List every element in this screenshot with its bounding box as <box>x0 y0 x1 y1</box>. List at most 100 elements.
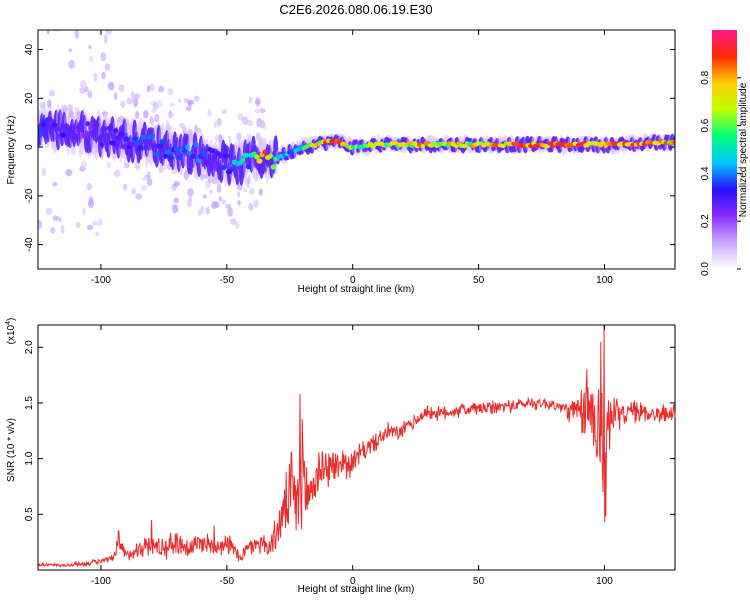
spectrogram-noise-cell <box>229 218 237 226</box>
spectrogram-noise-cell <box>257 138 263 146</box>
colorbar: 0.0 0.2 0.4 0.6 0.8 Normalized spectral ampl… <box>700 30 749 276</box>
spectrogram-noise-cell <box>123 162 130 168</box>
spectrogram-peak-cell <box>143 145 149 151</box>
spectrogram-peak-cell <box>212 163 218 169</box>
spectrogram-noise-cell <box>131 188 137 195</box>
spectrogram-noise-cell <box>218 196 222 202</box>
spectrogram-noise-cell <box>68 59 75 69</box>
spectrogram-noise-cell <box>82 207 86 215</box>
spectrogram-peak-cell <box>85 121 91 127</box>
spectrogram-peak-cell <box>95 136 103 142</box>
spectrogram-peak-cell <box>165 149 171 155</box>
spectrogram-noise-cell <box>61 104 68 114</box>
spectrogram-noise-cell <box>100 51 107 62</box>
spectrogram-noise-cell <box>79 79 87 88</box>
spectrogram-noise-cell <box>97 217 103 225</box>
spectrogram-peak-cell <box>262 149 268 155</box>
spectrogram-x-tick-label: 100 <box>596 275 613 286</box>
spectrogram-noise-cell <box>104 63 111 71</box>
spectrogram-noise-cell <box>41 167 47 177</box>
spectrogram-noise-cell <box>200 205 204 215</box>
spectrogram-noise-cell <box>154 113 160 123</box>
spectrogram-peak-cell <box>123 136 130 142</box>
spectrogram-noise-cell <box>248 96 252 104</box>
spectrogram-noise-cell <box>100 16 107 25</box>
spectrogram-noise-cell <box>88 55 94 62</box>
spectrogram-peak-cell <box>76 127 83 133</box>
spectrogram-y-tick-label: 20 <box>24 92 35 104</box>
spectrogram-peak-cell <box>153 151 161 157</box>
spectrogram-peak-cell <box>222 153 230 159</box>
spectrogram-noise-cell <box>167 88 174 95</box>
spectrogram-y-label: Frequency (Hz) <box>6 116 17 185</box>
spectrogram-peak-cell <box>106 125 114 131</box>
spectrogram-peak-cell <box>240 157 246 163</box>
spectrogram-noise-cell <box>183 170 190 181</box>
spectrogram-noise-cell <box>221 198 226 205</box>
spectrogram-peak-cell <box>109 140 116 146</box>
spectrogram-noise-cell <box>172 204 178 214</box>
spectrogram-noise-cell <box>158 164 164 174</box>
spectrogram-x-tick-label: 0 <box>350 275 356 286</box>
spectrogram-peak-cell <box>185 144 190 150</box>
spectrogram-peak-cell <box>93 122 100 128</box>
spectrogram-peak-cell <box>113 128 119 134</box>
spectrogram-peak-cell <box>420 143 426 149</box>
spectrogram-peak-cell <box>242 152 250 158</box>
spectrogram-noise-cell <box>38 220 43 230</box>
spectrogram-band-cell <box>476 143 482 153</box>
spectrogram-noise-cell <box>88 45 92 50</box>
spectrogram-peak-cell <box>156 143 164 149</box>
spectrogram-noise-cell <box>158 85 164 93</box>
spectrogram-noise-cell <box>209 189 214 195</box>
colorbar-tick-label: 0.4 <box>700 166 711 180</box>
spectrogram-peak-cell <box>148 133 155 140</box>
spectrogram-peak-cell <box>209 148 216 154</box>
spectrogram-noise-cell <box>146 171 151 181</box>
spectrogram-noise-cell <box>106 161 112 169</box>
spectrogram-noise-cell <box>259 108 266 114</box>
spectrogram-noise-cell <box>165 119 170 130</box>
spectrogram-noise-cell <box>39 12 42 20</box>
spectrogram-peak-cell <box>120 144 127 150</box>
colorbar-tick-label: 0.2 <box>700 214 711 228</box>
spectrogram-noise-cell <box>101 71 107 80</box>
spectrogram-noise-cell <box>114 169 121 178</box>
spectrogram-noise-cell <box>169 112 174 118</box>
spectrogram-noise-cell <box>75 221 81 229</box>
spectrogram-peak-cell <box>101 126 108 132</box>
spectrogram-noise-cell <box>151 108 156 114</box>
spectrogram-noise-cell <box>213 121 217 129</box>
spectrogram-noise-cell <box>74 30 79 40</box>
spectrogram-noise-cell <box>236 132 242 142</box>
spectrogram-noise-cell <box>205 206 210 215</box>
spectrogram-noise-cell <box>93 72 98 82</box>
spectrogram-peak-cell <box>167 155 175 161</box>
snr-x-tick-label: 50 <box>473 576 485 587</box>
colorbar-tick-label: 0.6 <box>700 118 711 132</box>
spectrogram-noise-cell <box>236 139 243 149</box>
colorbar-ticks: 0.0 0.2 0.4 0.6 0.8 <box>700 70 741 276</box>
spectrogram-noise-cell <box>215 134 219 142</box>
spectrogram-peak-cell <box>49 128 55 135</box>
spectrogram-noise-cell <box>87 90 93 99</box>
spectrogram-peak-cell <box>104 132 110 139</box>
spectrogram-peak-cell <box>51 122 58 128</box>
spectrogram-noise-cell <box>46 99 52 109</box>
spectrogram-noise-cell <box>257 120 264 127</box>
spectrogram-band-cell <box>504 144 510 154</box>
snr-x-ticks: -100 -50 0 50 100 <box>91 325 613 587</box>
spectrogram-peak-cell <box>176 155 182 161</box>
spectrogram-noise-cell <box>246 183 251 189</box>
spectrogram-y-tick-label: -40 <box>24 237 35 252</box>
spectrogram-noise-cell <box>58 217 62 223</box>
spectrogram-noise-cell <box>152 101 159 111</box>
spectrogram-noise-cell <box>227 206 234 217</box>
spectrogram-cells <box>38 4 675 236</box>
snr-y-tick-label: 0.5 <box>24 507 35 521</box>
spectrogram-noise-cell <box>197 209 202 217</box>
spectrogram-noise-cell <box>126 97 133 105</box>
spectrogram-noise-cell <box>195 130 201 135</box>
spectrogram-noise-cell <box>45 4 51 13</box>
spectrogram-noise-cell <box>84 13 88 21</box>
